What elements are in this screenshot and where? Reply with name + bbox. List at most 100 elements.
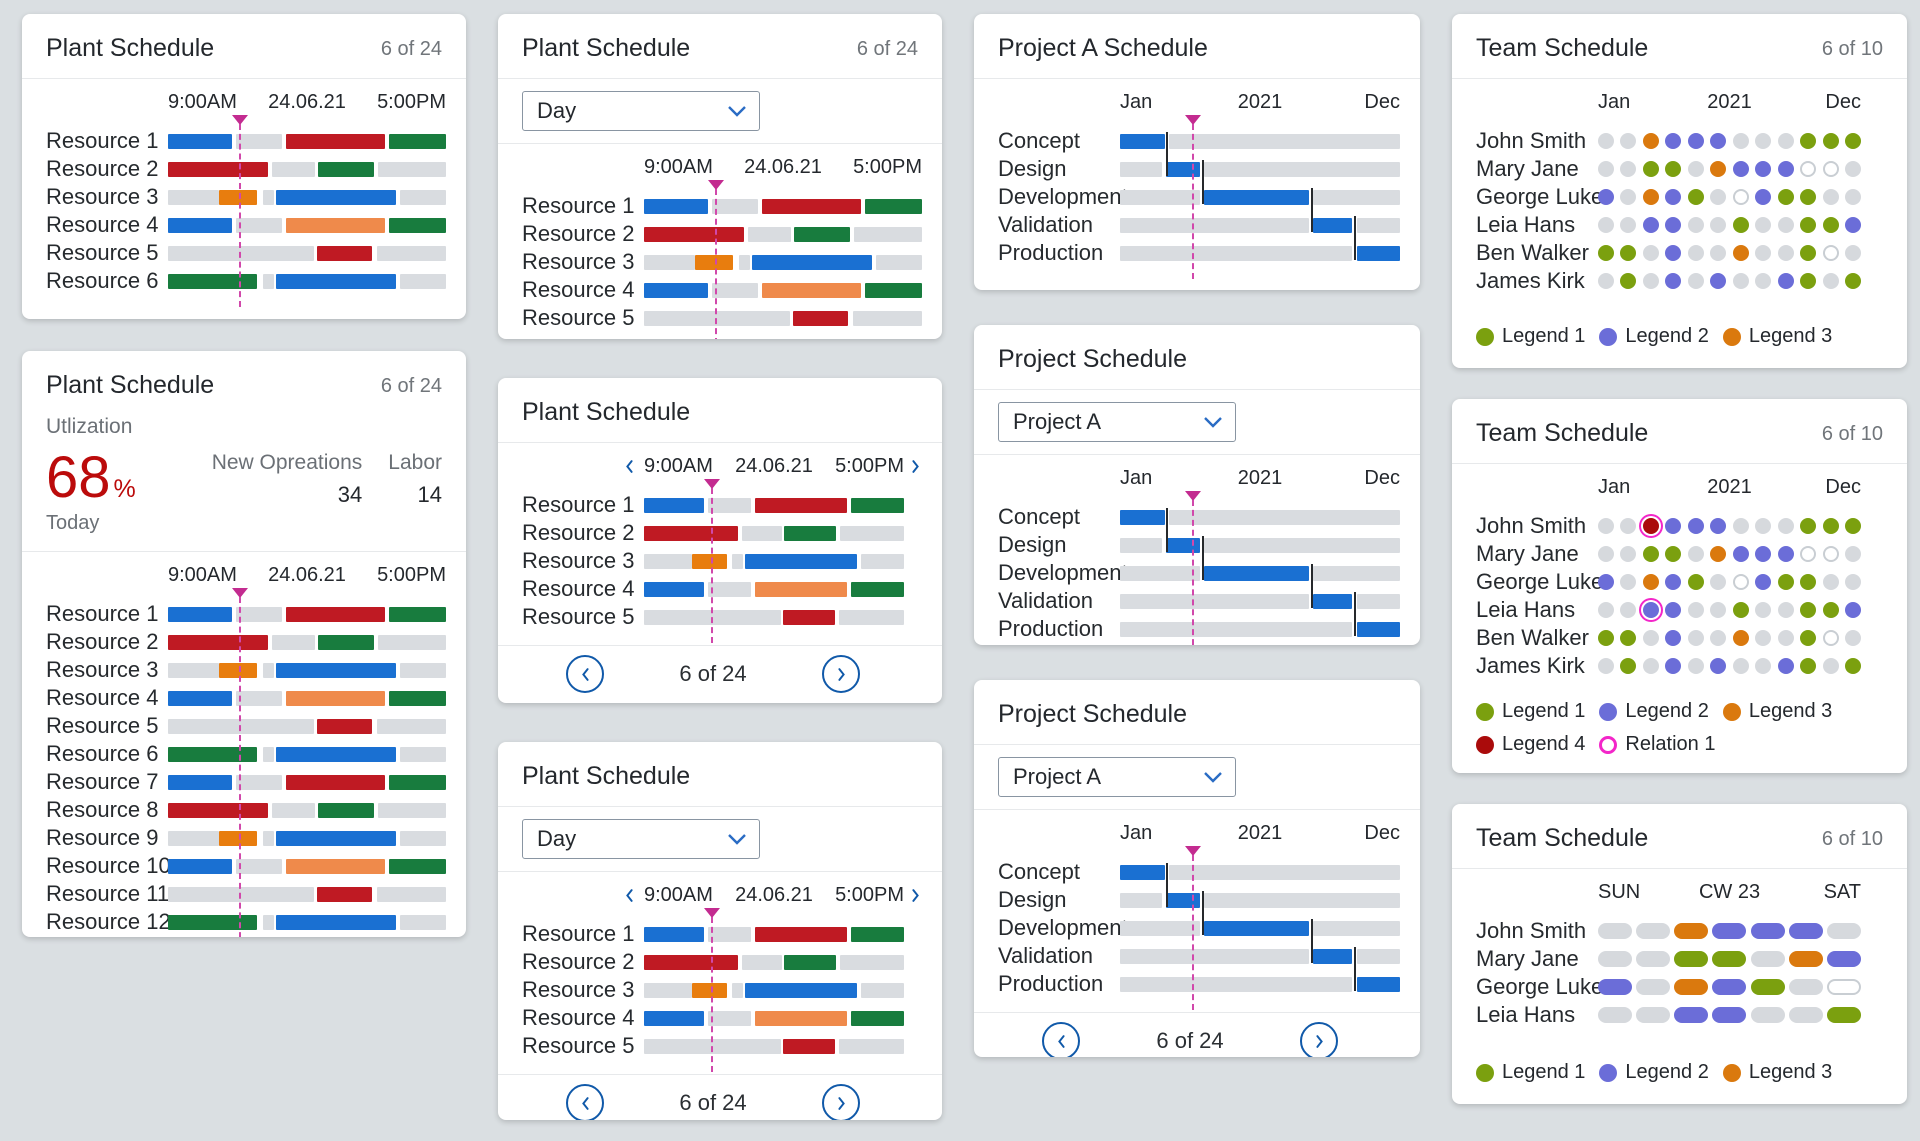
schedule-bar — [276, 273, 396, 289]
row-label: Resource 6 — [46, 268, 159, 293]
axis-label: Jan — [1120, 467, 1153, 489]
schedule-dot — [1800, 273, 1817, 289]
schedule-pill — [1788, 1007, 1823, 1023]
view-select-dropdown[interactable]: Day — [522, 91, 760, 131]
schedule-bar — [286, 133, 385, 149]
schedule-bar — [400, 273, 446, 289]
card-plant-schedule-paged[interactable]: Plant Schedule 9:00AM 24.06.21 5:00PM Resou… — [498, 378, 942, 703]
axis-label: SAT — [1823, 881, 1861, 903]
card-header: Plant Schedule 6 of 24 — [498, 14, 942, 79]
schedule-dot — [1642, 245, 1659, 261]
schedule-bar — [262, 746, 274, 762]
axis-label: 2021 — [1707, 476, 1752, 498]
schedule-bar — [1120, 161, 1162, 177]
scroll-right-button[interactable] — [910, 457, 921, 480]
schedule-dot — [1844, 658, 1861, 674]
schedule-dot — [1710, 189, 1727, 205]
schedule-pill — [1598, 1007, 1632, 1023]
schedule-bar — [168, 774, 232, 790]
view-select-dropdown[interactable]: Day — [522, 819, 760, 859]
schedule-track — [644, 282, 922, 298]
schedule-dot — [1710, 245, 1727, 261]
column-1: Plant Schedule 6 of 24 9:00AM 24.06.21 5:0… — [22, 14, 466, 937]
card-team-schedule-week[interactable]: Team Schedule 6 of 10 SUN CW 23 SAT John Sm… — [1452, 804, 1907, 1104]
scroll-right-button[interactable] — [910, 886, 921, 909]
schedule-track — [1120, 892, 1400, 908]
legend-label: Legend 2 — [1625, 325, 1709, 347]
card-header: Project A Schedule — [974, 14, 1420, 79]
row-label: Leia Hans — [1476, 597, 1576, 622]
card-project-a-schedule[interactable]: Project A Schedule Jan 2021 Dec Concept Desi… — [974, 14, 1420, 290]
chart-legend: Legend 1 Legend 2 Legend 3 Legend 4 Relation… — [1452, 694, 1907, 773]
row-label: Resource 5 — [522, 604, 635, 629]
card-team-schedule-months[interactable]: Team Schedule 6 of 10 Jan 2021 Dec John Smi… — [1452, 14, 1907, 368]
axis-label: 5:00PM — [835, 884, 904, 906]
scroll-left-button[interactable] — [624, 886, 635, 909]
next-page-button[interactable] — [822, 655, 860, 693]
schedule-bar — [168, 217, 232, 233]
schedule-bar — [712, 282, 758, 298]
card-header: Plant Schedule 6 of 24 — [22, 351, 466, 415]
row-label: Resource 2 — [46, 156, 159, 181]
schedule-track — [644, 982, 904, 998]
card-plant-schedule[interactable]: Plant Schedule 6 of 24 9:00AM 24.06.21 5:0… — [22, 14, 466, 319]
schedule-track — [168, 690, 446, 706]
schedule-bar — [707, 497, 751, 513]
schedule-dot — [1844, 245, 1861, 261]
schedule-bar — [1120, 920, 1200, 936]
legend-dot-icon — [1599, 327, 1618, 346]
relation-ring-icon — [1599, 735, 1618, 754]
scroll-left-button[interactable] — [624, 457, 635, 480]
previous-page-button[interactable] — [1042, 1022, 1080, 1057]
schedule-bar — [840, 525, 904, 541]
chart-rows: John Smith Mary Jane George Luke Leia Hans — [1476, 917, 1861, 1029]
card-project-schedule-paged[interactable]: Project Schedule Project A Jan 2021 Dec Con… — [974, 680, 1420, 1057]
schedule-bar — [644, 198, 708, 214]
schedule-bar — [1313, 217, 1353, 233]
schedule-track — [1120, 509, 1400, 525]
card-title: Team Schedule — [1476, 419, 1649, 447]
row-label: Production — [998, 240, 1104, 265]
schedule-cells — [1598, 951, 1861, 967]
schedule-dot — [1598, 189, 1614, 205]
schedule-bar — [732, 553, 743, 569]
schedule-bar — [389, 858, 446, 874]
project-select-dropdown[interactable]: Project A — [998, 757, 1236, 797]
previous-page-button[interactable] — [566, 1084, 604, 1120]
card-team-schedule-relations[interactable]: Team Schedule 6 of 10 Jan 2021 Dec John Smi… — [1452, 399, 1907, 773]
pagination: 6 of 24 — [498, 1074, 942, 1120]
schedule-cells — [1598, 161, 1861, 177]
schedule-cells — [1598, 574, 1861, 590]
schedule-bar — [1169, 133, 1400, 149]
project-select-dropdown[interactable]: Project A — [998, 402, 1236, 442]
next-page-button[interactable] — [822, 1084, 860, 1120]
plant-schedule-chart: 9:00AM 24.06.21 5:00PM Resource 1 Resource 2… — [22, 79, 466, 319]
schedule-track — [644, 198, 922, 214]
card-plant-schedule-day[interactable]: Plant Schedule 6 of 24 Day 9:00AM 24.06.2… — [498, 14, 942, 339]
chart-row: Resource 6 — [46, 740, 446, 768]
schedule-dot — [1800, 630, 1817, 646]
next-page-button[interactable] — [1300, 1022, 1338, 1057]
schedule-dot — [1687, 245, 1704, 261]
schedule-bar — [236, 858, 282, 874]
legend-label: Legend 4 — [1502, 733, 1586, 755]
card-project-schedule[interactable]: Project Schedule Project A Jan 2021 Dec Con… — [974, 325, 1420, 645]
schedule-dot — [1687, 630, 1704, 646]
record-count: 6 of 24 — [380, 375, 442, 397]
previous-page-button[interactable] — [566, 655, 604, 693]
row-label: Resource 4 — [46, 212, 159, 237]
schedule-bar — [692, 553, 728, 569]
chart-row: James Kirk — [1476, 652, 1861, 680]
row-label: Design — [998, 887, 1067, 912]
row-label: Mary Jane — [1476, 946, 1579, 971]
schedule-bar — [168, 161, 269, 177]
card-plant-schedule-kpi[interactable]: Plant Schedule 6 of 24 Utlization 68% To… — [22, 351, 466, 937]
card-plant-schedule-day-paged[interactable]: Plant Schedule Day 9:00AM 24.06.21 5:00PM R… — [498, 742, 942, 1120]
schedule-dot — [1822, 602, 1839, 618]
schedule-bar — [1356, 245, 1400, 261]
schedule-track — [1120, 537, 1400, 553]
card-header: Project Schedule — [974, 325, 1420, 390]
schedule-bar — [1120, 133, 1165, 149]
schedule-pill — [1750, 979, 1785, 995]
dropdown-value: Project A — [1013, 409, 1102, 434]
